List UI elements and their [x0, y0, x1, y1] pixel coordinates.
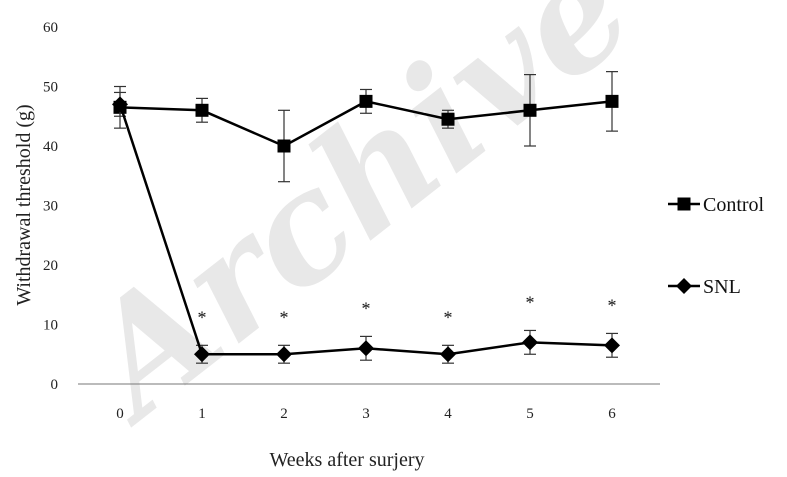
y-tick-label: 40: [43, 139, 58, 155]
control-legend-marker: [677, 197, 691, 211]
x-tick-label: 3: [362, 406, 370, 422]
significance-star: *: [526, 292, 535, 312]
x-tick-label: 5: [526, 406, 534, 422]
x-tick-label: 0: [116, 406, 124, 422]
series-layer: [112, 71, 620, 364]
significance-star: *: [280, 307, 289, 327]
x-tick-label: 2: [280, 406, 288, 422]
y-tick-label: 30: [43, 199, 58, 215]
y-tick-label: 50: [43, 80, 58, 96]
y-axis-label: Withdrawal threshold (g): [13, 104, 35, 305]
y-tick-label: 20: [43, 258, 58, 274]
significance-star: *: [444, 307, 453, 327]
legend: Control SNL: [668, 194, 765, 298]
snl-series: [112, 91, 620, 364]
x-tick-label: 1: [198, 406, 206, 422]
y-tick-label: 60: [43, 20, 58, 36]
snl-point: [440, 346, 456, 363]
x-axis-label: Weeks after surjery: [270, 449, 425, 471]
snl-point: [522, 334, 538, 351]
significance-markers: * * * * * *: [198, 292, 617, 327]
snl-point: [604, 337, 620, 354]
watermark: Archive: [45, 0, 664, 456]
control-point: [359, 94, 373, 108]
y-tick-label: 0: [51, 377, 59, 393]
control-point: [605, 94, 619, 108]
control-point: [523, 103, 537, 117]
snl-point: [358, 340, 374, 357]
control-point: [195, 103, 209, 117]
control-point: [277, 139, 291, 153]
x-tick-labels: 0 1 2 3 4 5 6: [116, 406, 616, 422]
x-tick-label: 4: [444, 406, 452, 422]
significance-star: *: [608, 295, 617, 315]
significance-star: *: [198, 307, 207, 327]
snl-point: [194, 346, 210, 363]
y-tick-labels: 0 10 20 30 40 50 60: [43, 20, 58, 393]
y-tick-label: 10: [43, 318, 58, 334]
snl-point: [112, 96, 128, 113]
x-tick-label: 6: [608, 406, 616, 422]
snl-legend-marker: [676, 278, 692, 294]
snl-legend-label: SNL: [703, 276, 741, 298]
significance-star: *: [362, 298, 371, 318]
control-point: [441, 112, 455, 126]
control-series: [113, 71, 619, 183]
snl-point: [276, 346, 292, 363]
control-legend-label: Control: [703, 194, 765, 216]
